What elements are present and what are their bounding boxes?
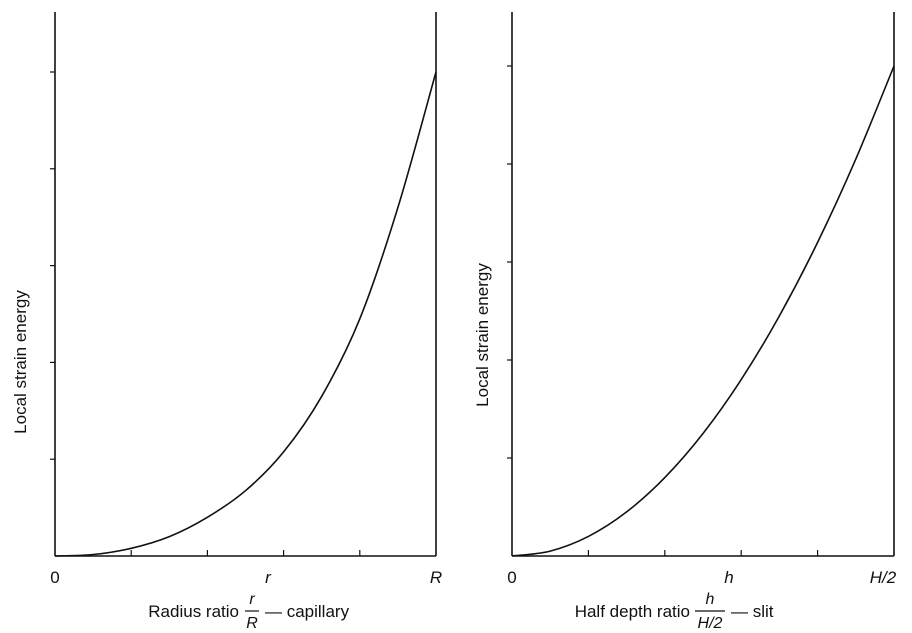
x-tick-label-R: R — [430, 568, 442, 587]
series-layer — [511, 65, 895, 557]
x-axis-title-suffix: — slit — [731, 602, 774, 621]
x-ticks — [130, 550, 361, 556]
x-ticks — [587, 550, 819, 556]
chart-slit: 0 h H/2 Local strain energy Half depth r… — [473, 12, 897, 632]
x-tick-label-r: r — [265, 568, 272, 587]
x-tick-label-h: h — [724, 568, 733, 587]
y-axis-title: Local strain energy — [473, 263, 492, 407]
x-axis-title-fraction-denominator: H/2 — [698, 615, 723, 632]
y-ticks — [50, 71, 55, 460]
series-line-0 — [511, 65, 895, 557]
x-axis-title-prefix: Radius ratio — [148, 602, 239, 621]
y-ticks — [507, 65, 512, 459]
series-line-0 — [54, 71, 437, 557]
x-axis-title-fraction-denominator: R — [246, 615, 258, 632]
x-axis-title-suffix: — capillary — [265, 602, 350, 621]
x-tick-label-H-half: H/2 — [870, 568, 897, 587]
x-axis-title-prefix: Half depth ratio — [575, 602, 690, 621]
x-axis-title-fraction-numerator: r — [249, 591, 255, 608]
x-tick-label-zero: 0 — [50, 568, 59, 587]
y-axis-title: Local strain energy — [11, 290, 30, 434]
series-layer — [54, 71, 437, 557]
chart-capillary: 0 r R Local strain energy Radius ratio r… — [11, 12, 442, 632]
x-tick-label-zero: 0 — [507, 568, 516, 587]
x-axis-title-fraction-numerator: h — [706, 591, 715, 608]
